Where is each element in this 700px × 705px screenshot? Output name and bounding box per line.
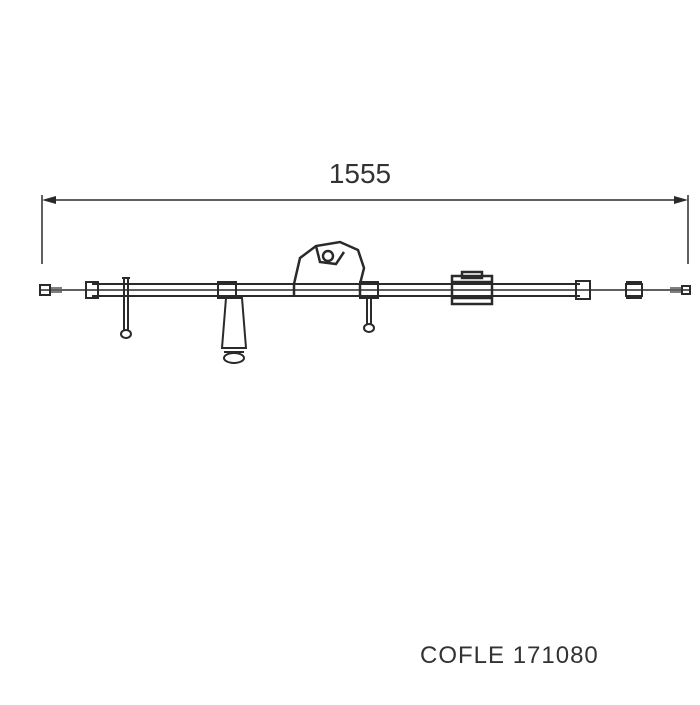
technical-drawing: 1555 COFLE 171080 — [0, 0, 700, 700]
right-clamp — [452, 272, 492, 304]
upper-hook-bracket — [294, 242, 364, 296]
dimension-value: 1555 — [320, 158, 400, 190]
dim-arrow-right — [674, 196, 688, 204]
pin-hanger — [121, 278, 131, 338]
dim-arrow-left — [42, 196, 56, 204]
cable-diagram-svg — [0, 0, 700, 700]
brand-name: COFLE — [420, 642, 505, 669]
mount-bracket — [218, 282, 246, 363]
part-number: 171080 — [513, 642, 599, 669]
brand-part-label: COFLE 171080 — [420, 642, 599, 670]
